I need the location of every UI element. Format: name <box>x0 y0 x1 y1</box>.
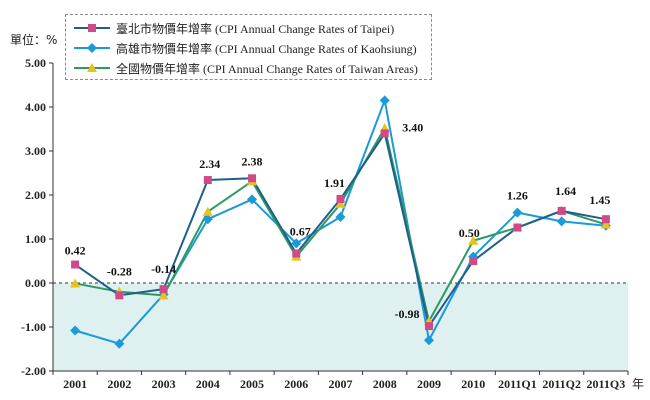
y-tick-label: 2.00 <box>25 188 46 202</box>
data-label: 3.40 <box>402 120 423 134</box>
chart-legend: 臺北市物價年增率 (CPI Annual Change Rates of Tai… <box>65 14 432 80</box>
point-taiwan <box>158 290 169 300</box>
point-taipei <box>469 257 478 265</box>
point-taipei <box>115 291 124 300</box>
point-taiwan <box>70 278 81 288</box>
y-tick-label: -2.00 <box>21 364 46 378</box>
x-tick-label: 2001 <box>63 377 87 391</box>
y-tick-label: 1.00 <box>25 232 46 246</box>
point-taipei <box>601 215 610 224</box>
y-axis-title: 單位：% <box>10 32 57 47</box>
x-tick-label: 2011Q2 <box>542 377 581 391</box>
point-kaohsiung <box>512 207 523 218</box>
legend-label-kaohsiung: 高雄市物價年增率 (CPI Annual Change Rates of Kao… <box>116 41 417 56</box>
data-label: 1.45 <box>589 193 610 207</box>
point-taiwan <box>202 206 213 216</box>
point-taipei <box>380 129 389 138</box>
x-tick-label: 2011Q1 <box>498 377 537 391</box>
x-tick-label: 2008 <box>373 377 397 391</box>
point-kaohsiung <box>423 335 434 346</box>
x-axis-title: 年 <box>632 377 644 391</box>
data-label: 1.26 <box>507 189 528 203</box>
legend-swatch-taipei <box>74 24 110 32</box>
point-kaohsiung <box>247 194 258 205</box>
y-tick-label: -1.00 <box>21 320 46 334</box>
data-label: 0.50 <box>459 226 480 240</box>
data-label: 1.91 <box>324 176 345 190</box>
point-taipei <box>159 285 168 294</box>
data-label: -0.14 <box>151 262 176 276</box>
point-taipei <box>71 260 80 269</box>
legend-swatch-taiwan <box>74 63 110 72</box>
legend-item-taiwan: 全國物價年增率 (CPI Annual Change Rates of Taiw… <box>74 58 418 78</box>
data-label: 0.67 <box>290 225 311 239</box>
point-kaohsiung <box>556 216 567 227</box>
data-label: 1.64 <box>555 184 576 198</box>
data-label: 0.42 <box>65 244 86 258</box>
x-tick-label: 2004 <box>196 377 220 391</box>
y-tick-label: 5.00 <box>25 56 46 70</box>
x-tick-label: 2009 <box>417 377 441 391</box>
legend-label-taipei: 臺北市物價年增率 (CPI Annual Change Rates of Tai… <box>116 21 395 36</box>
point-taiwan <box>600 219 611 229</box>
legend-item-kaohsiung: 高雄市物價年增率 (CPI Annual Change Rates of Kao… <box>74 38 417 58</box>
x-tick-label: 2003 <box>152 377 176 391</box>
point-taipei <box>292 249 301 258</box>
point-taiwan <box>335 198 346 208</box>
point-taipei <box>557 206 566 215</box>
point-taipei <box>336 194 345 203</box>
data-label: -0.98 <box>394 307 419 321</box>
legend-label-taiwan: 全國物價年增率 (CPI Annual Change Rates of Taiw… <box>116 61 418 76</box>
point-kaohsiung <box>70 325 81 336</box>
point-kaohsiung <box>114 338 125 349</box>
legend-swatch-kaohsiung <box>74 43 110 53</box>
point-kaohsiung <box>202 214 213 225</box>
x-tick-label: 2010 <box>461 377 485 391</box>
point-kaohsiung <box>291 238 302 249</box>
point-taipei <box>203 176 212 185</box>
x-tick-label: 2002 <box>107 377 131 391</box>
x-tick-label: 2005 <box>240 377 264 391</box>
data-label: 2.38 <box>242 154 263 168</box>
data-label: 2.34 <box>199 157 220 171</box>
point-taipei <box>513 223 522 232</box>
data-label: -0.28 <box>107 264 132 278</box>
y-tick-label: 4.00 <box>25 100 46 114</box>
negative-shading <box>53 283 628 371</box>
y-tick-label: 3.00 <box>25 144 46 158</box>
point-kaohsiung <box>379 95 390 106</box>
point-taiwan <box>468 235 479 245</box>
x-tick-label: 2006 <box>284 377 308 391</box>
legend-item-taipei: 臺北市物價年增率 (CPI Annual Change Rates of Tai… <box>74 18 394 38</box>
point-taipei <box>248 174 257 183</box>
point-taipei <box>424 322 433 331</box>
x-tick-label: 2011Q3 <box>587 377 626 391</box>
point-kaohsiung <box>335 212 346 222</box>
y-tick-label: 0.00 <box>25 276 46 290</box>
x-tick-label: 2007 <box>329 377 353 391</box>
